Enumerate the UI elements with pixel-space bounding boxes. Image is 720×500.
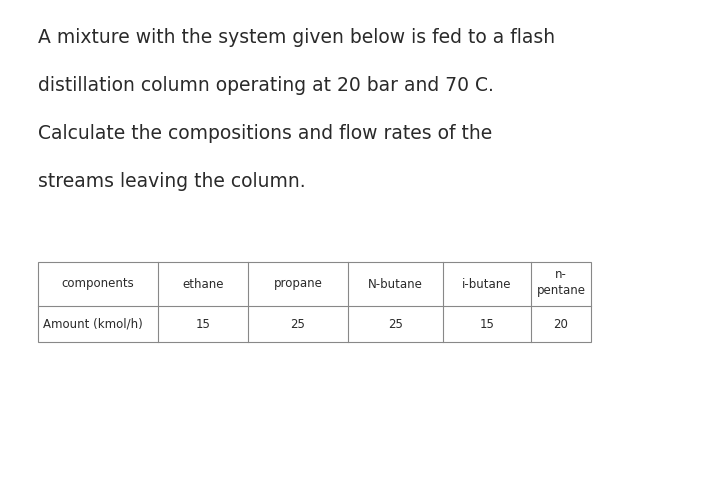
- Text: distillation column operating at 20 bar and 70 C.: distillation column operating at 20 bar …: [38, 76, 494, 95]
- Text: streams leaving the column.: streams leaving the column.: [38, 172, 305, 191]
- Text: 25: 25: [291, 318, 305, 330]
- Text: 25: 25: [388, 318, 403, 330]
- Text: n-: n-: [555, 268, 567, 281]
- Text: N-butane: N-butane: [368, 278, 423, 290]
- Text: 20: 20: [554, 318, 568, 330]
- Text: 15: 15: [196, 318, 210, 330]
- Text: Amount (kmol/h): Amount (kmol/h): [43, 318, 143, 330]
- Text: propane: propane: [274, 278, 323, 290]
- Text: pentane: pentane: [536, 284, 585, 297]
- Text: components: components: [62, 278, 135, 290]
- Text: Calculate the compositions and flow rates of the: Calculate the compositions and flow rate…: [38, 124, 492, 143]
- Text: 15: 15: [480, 318, 495, 330]
- Text: i-butane: i-butane: [462, 278, 512, 290]
- Text: ethane: ethane: [182, 278, 224, 290]
- Text: A mixture with the system given below is fed to a flash: A mixture with the system given below is…: [38, 28, 555, 47]
